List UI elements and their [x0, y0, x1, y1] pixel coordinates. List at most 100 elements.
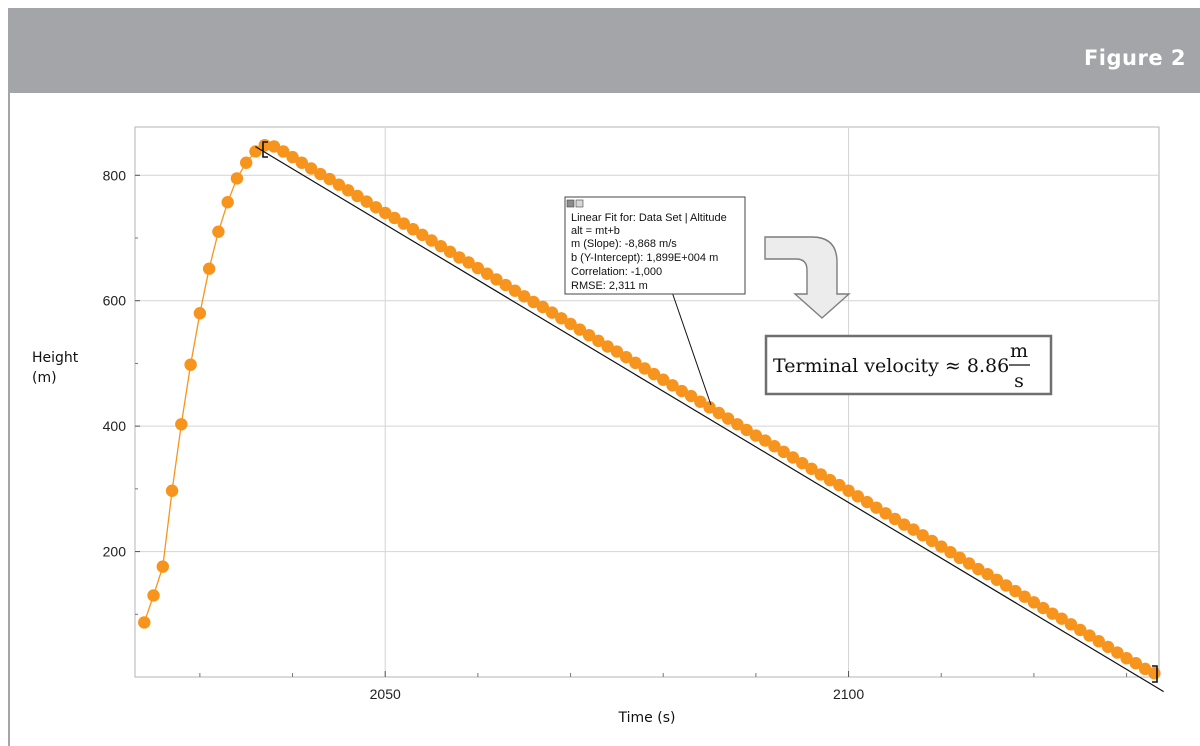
- data-point: [573, 323, 587, 336]
- fit-box-line-6: RMSE: 2,311 m: [571, 280, 648, 292]
- data-point: [638, 362, 651, 375]
- data-point: [527, 295, 540, 309]
- data-point: [703, 401, 716, 414]
- data-point: [657, 373, 670, 386]
- terminal-velocity-text: Terminal velocity ≈ 8.86: [773, 355, 1009, 377]
- data-point: [230, 172, 244, 185]
- data-point: [647, 367, 661, 381]
- fit-box-line-2: alt = mt+b: [571, 225, 620, 237]
- fit-box-options-icon[interactable]: [575, 199, 584, 208]
- data-point: [1064, 618, 1078, 631]
- axis-ticks: 200 400 600 800 2050 2100: [103, 167, 1128, 702]
- data-point: [758, 434, 772, 447]
- x-tick-label: 2050: [370, 686, 401, 702]
- figure-header-bar: Figure 2: [8, 8, 1200, 93]
- data-point: [870, 501, 883, 514]
- data-point: [156, 560, 170, 573]
- data-point: [712, 406, 726, 420]
- data-point: [916, 529, 929, 542]
- data-point: [397, 217, 410, 230]
- data-point: [1101, 640, 1115, 654]
- data-point: [1092, 635, 1105, 648]
- data-point: [499, 278, 512, 292]
- data-point: [453, 251, 466, 264]
- data-point: [601, 340, 614, 353]
- data-point: [490, 273, 503, 286]
- data-point: [295, 156, 309, 169]
- curved-arrow-icon: [764, 236, 851, 319]
- data-point: [814, 468, 827, 481]
- data-point: [777, 445, 790, 459]
- data-point: [1129, 657, 1143, 670]
- data-point: [981, 567, 994, 581]
- data-point: [416, 228, 429, 242]
- data-point: [823, 473, 837, 487]
- data-point: [184, 358, 197, 371]
- data-point: [990, 573, 1004, 586]
- fit-box-leader-line: [671, 291, 712, 406]
- data-point: [860, 495, 874, 509]
- data-point: [999, 579, 1013, 592]
- data-point: [1018, 590, 1031, 603]
- data-point: [888, 512, 902, 526]
- data-point: [935, 540, 948, 553]
- data-point: [768, 440, 781, 453]
- data-point: [721, 412, 735, 425]
- data-point: [193, 307, 207, 320]
- data-point: [212, 225, 225, 238]
- data-point: [592, 334, 605, 348]
- range-bracket-right: [1152, 665, 1158, 683]
- data-point: [1055, 612, 1068, 625]
- data-point: [351, 189, 364, 203]
- x-tick-label: 2100: [833, 686, 864, 702]
- data-point: [629, 356, 642, 370]
- data-point: [962, 557, 976, 570]
- fit-box-line-5: Correlation: -1,000: [571, 266, 662, 278]
- fit-info-box: [564, 196, 746, 295]
- range-bracket-left: [262, 141, 268, 158]
- data-point: [805, 462, 818, 475]
- data-point: [369, 201, 383, 214]
- data-point: [518, 290, 531, 303]
- data-point: [666, 379, 679, 392]
- data-point: [564, 317, 577, 331]
- data-point: [1009, 584, 1022, 598]
- data-point: [675, 384, 688, 398]
- terminal-velocity-box: [764, 334, 1053, 396]
- fit-box-line-1: Linear Fit for: Data Set | Altitude: [571, 212, 727, 224]
- data-point: [749, 429, 763, 442]
- data-point: [304, 162, 318, 175]
- data-point: [536, 300, 549, 314]
- fit-line-group: [255, 146, 1164, 693]
- data-point: [508, 284, 522, 297]
- data-point: [165, 484, 179, 497]
- data-point: [925, 534, 939, 548]
- data-point: [833, 478, 846, 492]
- data-point: [147, 589, 160, 602]
- data-point: [462, 256, 475, 269]
- data-point: [619, 350, 633, 364]
- y-tick-label: 400: [103, 418, 127, 434]
- x-axis-title: Time (s): [618, 710, 676, 726]
- fit-box-close-icon[interactable]: [566, 199, 575, 208]
- data-point: [944, 545, 957, 559]
- y-axis-title-line2: (m): [32, 370, 57, 386]
- data-point: [972, 562, 985, 576]
- data-point: [582, 329, 596, 342]
- data-point: [731, 418, 744, 431]
- data-point: [379, 206, 392, 220]
- data-point: [332, 178, 346, 191]
- y-tick-label: 200: [103, 544, 127, 560]
- y-axis-title-line1: Height: [32, 350, 79, 366]
- data-point: [267, 140, 281, 153]
- data-point: [175, 418, 188, 431]
- data-point: [138, 616, 151, 629]
- data-point: [277, 145, 290, 158]
- y-tick-label: 800: [103, 167, 127, 183]
- data-point: [545, 306, 559, 319]
- data-point: [1074, 623, 1087, 637]
- data-point: [786, 451, 800, 464]
- unit-denominator: s: [1014, 370, 1024, 392]
- data-point: [1120, 651, 1133, 665]
